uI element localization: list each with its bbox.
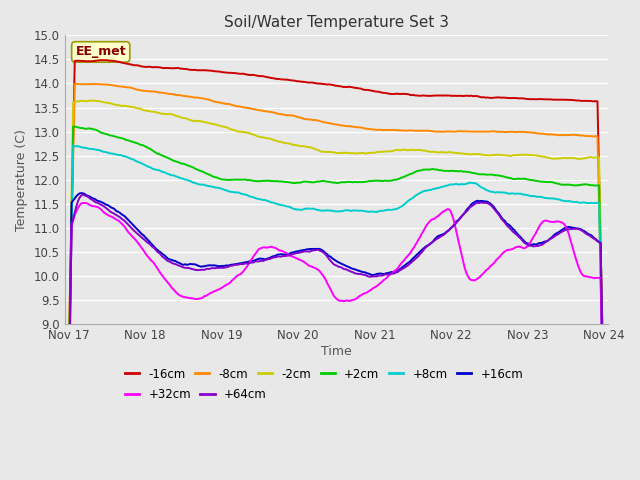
Text: EE_met: EE_met (76, 46, 126, 59)
X-axis label: Time: Time (321, 345, 351, 358)
Y-axis label: Temperature (C): Temperature (C) (15, 129, 28, 231)
Title: Soil/Water Temperature Set 3: Soil/Water Temperature Set 3 (223, 15, 449, 30)
Legend: +32cm, +64cm: +32cm, +64cm (125, 388, 267, 401)
